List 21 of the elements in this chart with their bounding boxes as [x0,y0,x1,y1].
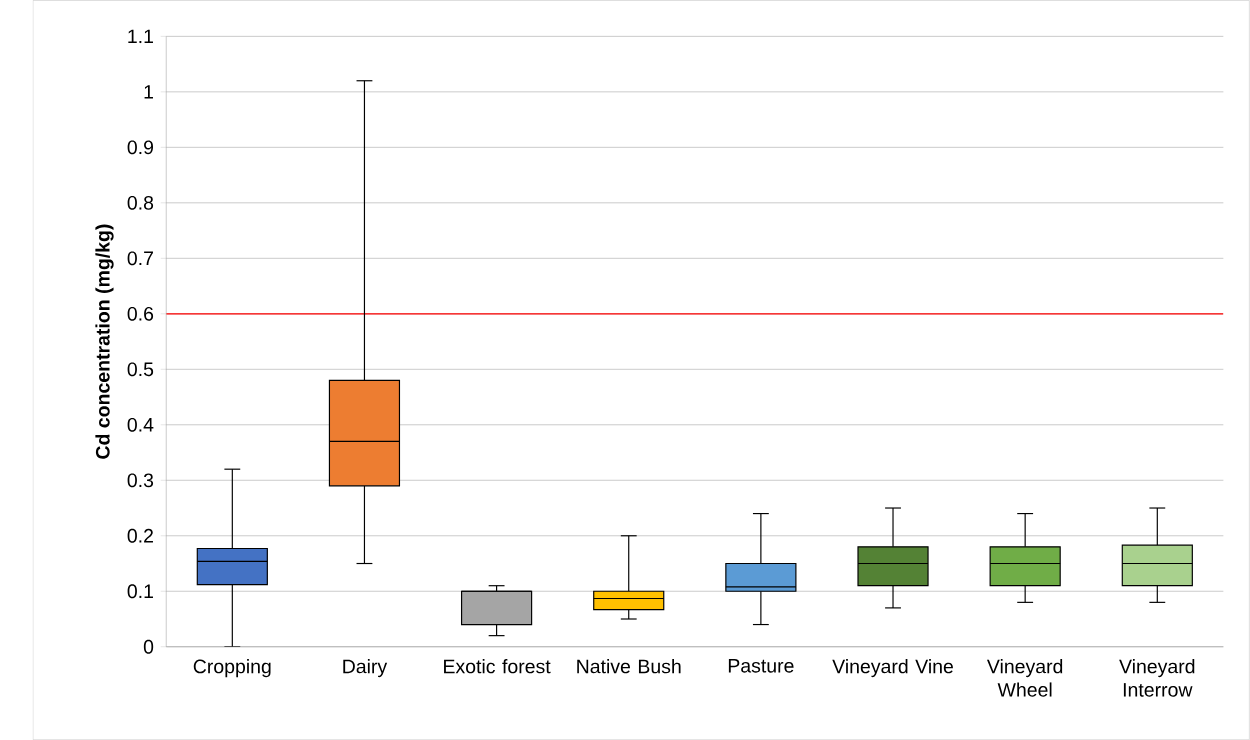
y-tick-label: 0.8 [127,195,154,210]
x-tick-label: Vineyard Vine [832,658,953,678]
y-tick-label: 0.6 [127,306,154,321]
x-tick-label: Exotic forest [444,658,551,674]
x-tick-label: Native Bush [577,658,681,674]
y-tick-label: 1.1 [128,29,153,43]
y-axis-title: Cd concentration (mg/kg) [95,224,114,459]
y-tick-label: 0.7 [127,251,153,266]
x-tick-label: Vineyard Wheel [986,658,1063,697]
y-tick-label: 0.1 [127,584,153,599]
y-tick-label: 0.9 [127,140,154,155]
x-tick-label: Pasture [728,658,794,673]
y-tick-label: 1 [144,85,153,99]
y-tick-label: 0.2 [127,528,153,543]
x-tick-label: Cropping [193,658,271,678]
y-tick-label: 0 [143,639,154,654]
x-tick-label: Vineyard Interrow [1119,658,1195,697]
x-tick-label: Dairy [343,658,388,678]
y-tick-label: 0.5 [127,362,154,377]
y-tick-label: 0.4 [127,417,154,432]
y-tick-label: 0.3 [127,473,154,488]
